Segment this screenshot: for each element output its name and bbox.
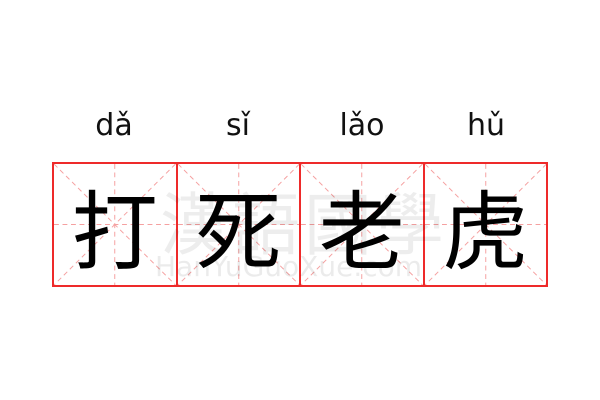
character-cell: 虎 [424,164,546,285]
character: 死 [195,183,282,283]
pinyin-2: sǐ [226,108,250,143]
grid-guides [424,164,546,285]
character-cell: 老 [301,164,425,285]
grid-guides [301,164,423,285]
character-cell: 打 [54,164,178,285]
character: 打 [71,183,158,283]
pinyin-4: hǔ [466,108,506,143]
grid-guides [54,164,176,285]
pinyin-1: dǎ [95,108,133,143]
character: 老 [318,183,405,283]
grid-guides [177,164,299,285]
character: 虎 [442,183,529,283]
character-grid: 打 死 老 虎 [52,162,548,287]
character-cell: 死 [177,164,301,285]
pinyin-3: lǎo [339,108,385,143]
